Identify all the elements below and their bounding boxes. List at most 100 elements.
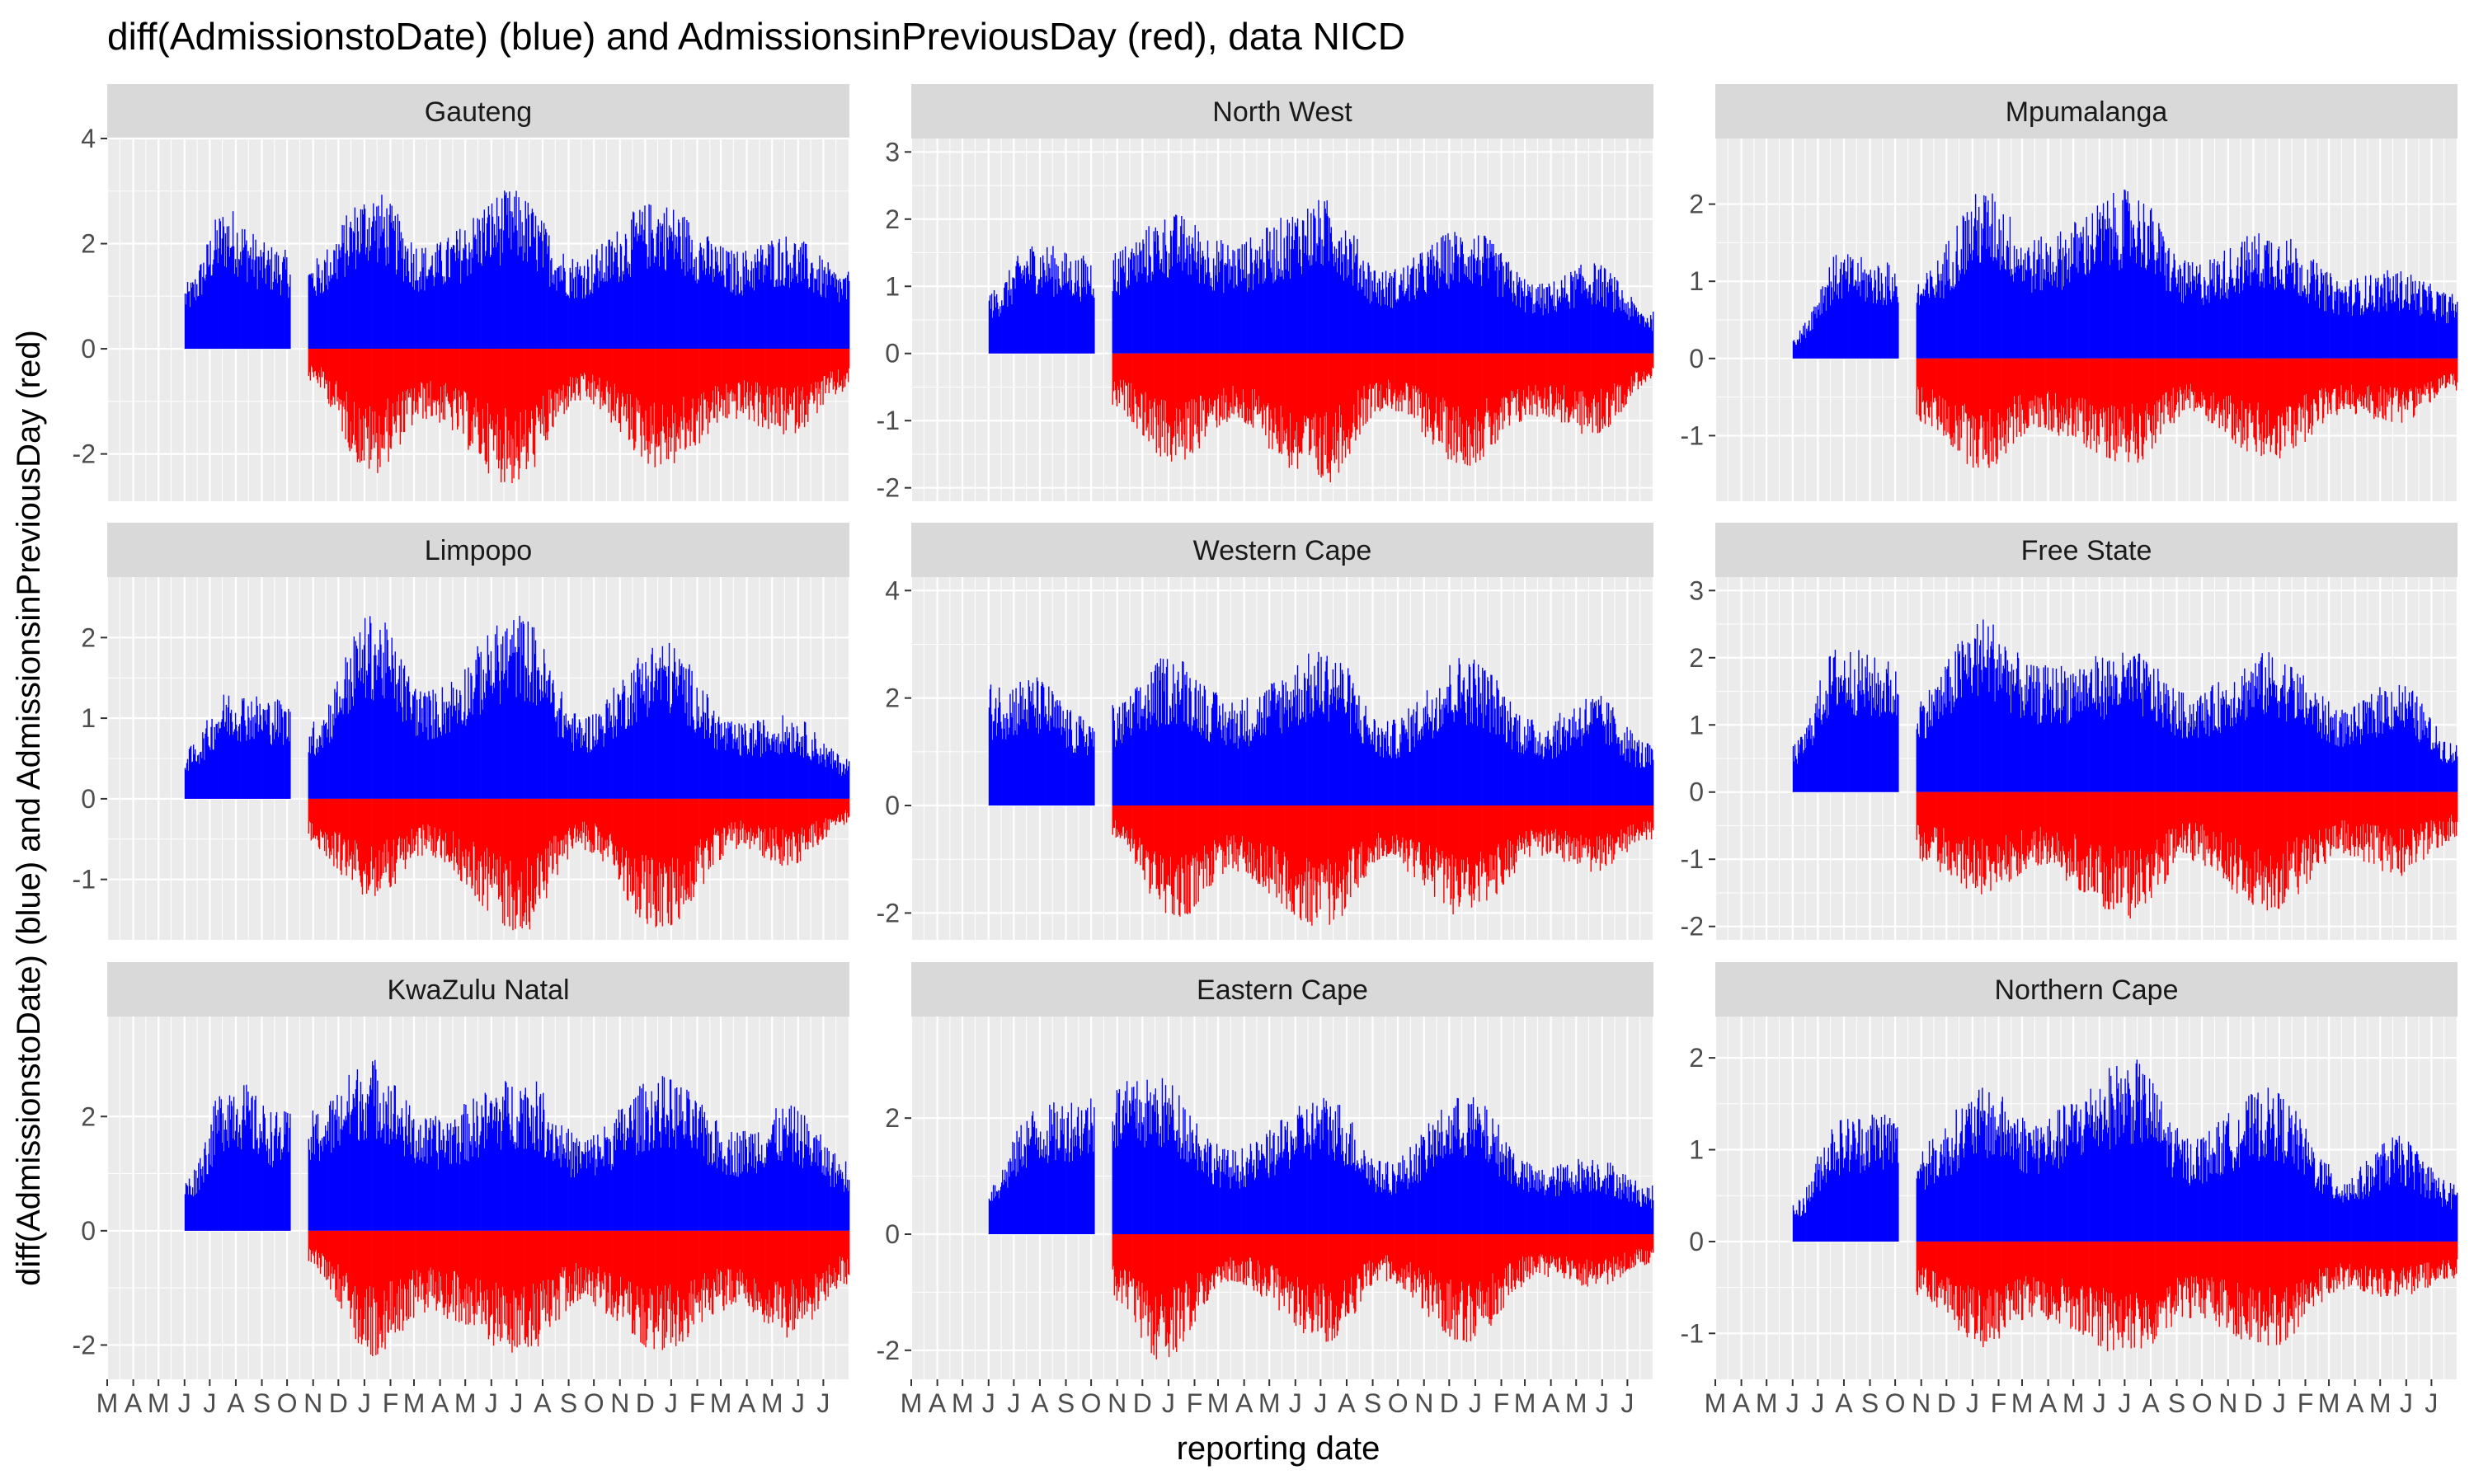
bar-admissions-previous-day: [769, 349, 771, 393]
bar-admissions-previous-day: [1148, 353, 1150, 442]
bar-diff-admissions: [628, 274, 630, 350]
y-tick-label: 4: [81, 124, 96, 153]
bar-diff-admissions: [1033, 256, 1036, 354]
bar-admissions-previous-day: [1353, 353, 1355, 405]
bar-diff-admissions: [1090, 265, 1092, 354]
bar-diff-admissions: [576, 297, 578, 350]
bar-diff-admissions: [1026, 261, 1028, 354]
bar-diff-admissions: [1016, 261, 1018, 354]
bar-diff-admissions: [795, 276, 797, 350]
bar-diff-admissions: [1267, 228, 1268, 354]
bar-diff-admissions: [207, 244, 209, 350]
bar-admissions-previous-day: [548, 349, 550, 390]
bar-diff-admissions: [409, 282, 412, 350]
bar-admissions-previous-day: [1371, 353, 1373, 389]
bar-diff-admissions: [557, 267, 559, 350]
bar-diff-admissions: [802, 242, 805, 350]
bar-admissions-previous-day: [677, 349, 679, 434]
bar-admissions-previous-day: [339, 349, 341, 399]
bar-diff-admissions: [527, 202, 529, 350]
bar-diff-admissions: [799, 247, 802, 350]
bar-diff-admissions: [1371, 301, 1372, 354]
bar-diff-admissions: [1062, 285, 1064, 354]
bar-admissions-previous-day: [1155, 353, 1156, 418]
bar-diff-admissions: [1017, 256, 1018, 354]
bar-admissions-previous-day: [800, 349, 802, 392]
bar-admissions-previous-day: [455, 349, 458, 414]
bar-admissions-previous-day: [440, 349, 442, 387]
bar-diff-admissions: [245, 244, 247, 350]
bar-admissions-previous-day: [1372, 353, 1374, 389]
bar-diff-admissions: [216, 230, 218, 350]
bar-diff-admissions: [1197, 251, 1198, 354]
bar-admissions-previous-day: [752, 349, 755, 411]
bar-diff-admissions: [820, 294, 821, 350]
bar-admissions-previous-day: [803, 349, 806, 428]
bar-admissions-previous-day: [791, 349, 793, 411]
bar-diff-admissions: [733, 253, 735, 350]
bar-diff-admissions: [1177, 262, 1178, 354]
bar-diff-admissions: [376, 206, 378, 350]
bar-diff-admissions: [1206, 272, 1208, 354]
bar-admissions-previous-day: [637, 349, 639, 401]
bar-admissions-previous-day: [318, 349, 321, 378]
bar-diff-admissions: [1253, 274, 1255, 354]
bar-diff-admissions: [715, 261, 717, 350]
bar-admissions-previous-day: [515, 349, 517, 458]
bar-diff-admissions: [642, 241, 644, 350]
bar-diff-admissions: [1199, 242, 1202, 354]
bar-admissions-previous-day: [676, 349, 678, 437]
bar-diff-admissions: [275, 251, 278, 350]
bar-diff-admissions: [1180, 226, 1182, 354]
bar-diff-admissions: [241, 265, 242, 350]
bar-diff-admissions: [738, 294, 740, 350]
bar-admissions-previous-day: [601, 349, 603, 392]
bar-admissions-previous-day: [360, 349, 363, 461]
bar-diff-admissions: [1032, 251, 1035, 354]
bar-diff-admissions: [212, 264, 214, 350]
bar-diff-admissions: [1149, 255, 1150, 354]
bar-diff-admissions: [190, 282, 192, 350]
panel-strip: [911, 84, 1653, 139]
bar-diff-admissions: [435, 251, 436, 350]
bar-diff-admissions: [476, 254, 477, 350]
bar-diff-admissions: [1281, 276, 1282, 354]
bar-diff-admissions: [785, 236, 787, 350]
bar-diff-admissions: [1023, 275, 1024, 354]
bar-diff-admissions: [1066, 283, 1068, 354]
bar-diff-admissions: [501, 198, 503, 350]
bar-admissions-previous-day: [1190, 353, 1192, 450]
bar-diff-admissions: [256, 289, 258, 350]
bar-admissions-previous-day: [352, 349, 355, 435]
bar-diff-admissions: [1020, 273, 1022, 354]
bar-admissions-previous-day: [1187, 353, 1188, 409]
bar-diff-admissions: [524, 252, 525, 350]
bar-admissions-previous-day: [614, 349, 617, 421]
bar-admissions-previous-day: [472, 349, 473, 444]
bar-diff-admissions: [1043, 262, 1045, 354]
bar-diff-admissions: [1148, 226, 1150, 354]
bar-admissions-previous-day: [1331, 353, 1333, 450]
bar-admissions-previous-day: [650, 349, 651, 406]
bar-diff-admissions: [205, 275, 207, 350]
bar-diff-admissions: [1297, 262, 1300, 354]
bar-admissions-previous-day: [825, 349, 827, 385]
bar-admissions-previous-day: [403, 349, 406, 432]
bar-diff-admissions: [1166, 277, 1169, 354]
bar-admissions-previous-day: [560, 349, 562, 401]
bar-admissions-previous-day: [731, 349, 733, 402]
bar-diff-admissions: [638, 235, 640, 350]
bar-admissions-previous-day: [1194, 353, 1196, 425]
bar-diff-admissions: [990, 294, 993, 354]
bar-admissions-previous-day: [412, 349, 414, 416]
bar-diff-admissions: [1138, 272, 1140, 354]
bar-diff-admissions: [445, 250, 448, 350]
bar-diff-admissions: [1119, 251, 1122, 354]
bar-admissions-previous-day: [1179, 353, 1181, 410]
bar-diff-admissions: [755, 267, 758, 350]
bar-diff-admissions: [270, 247, 273, 350]
bar-diff-admissions: [282, 261, 284, 350]
bar-diff-admissions: [233, 274, 236, 350]
bar-diff-admissions: [643, 229, 645, 350]
bar-admissions-previous-day: [1226, 353, 1228, 422]
